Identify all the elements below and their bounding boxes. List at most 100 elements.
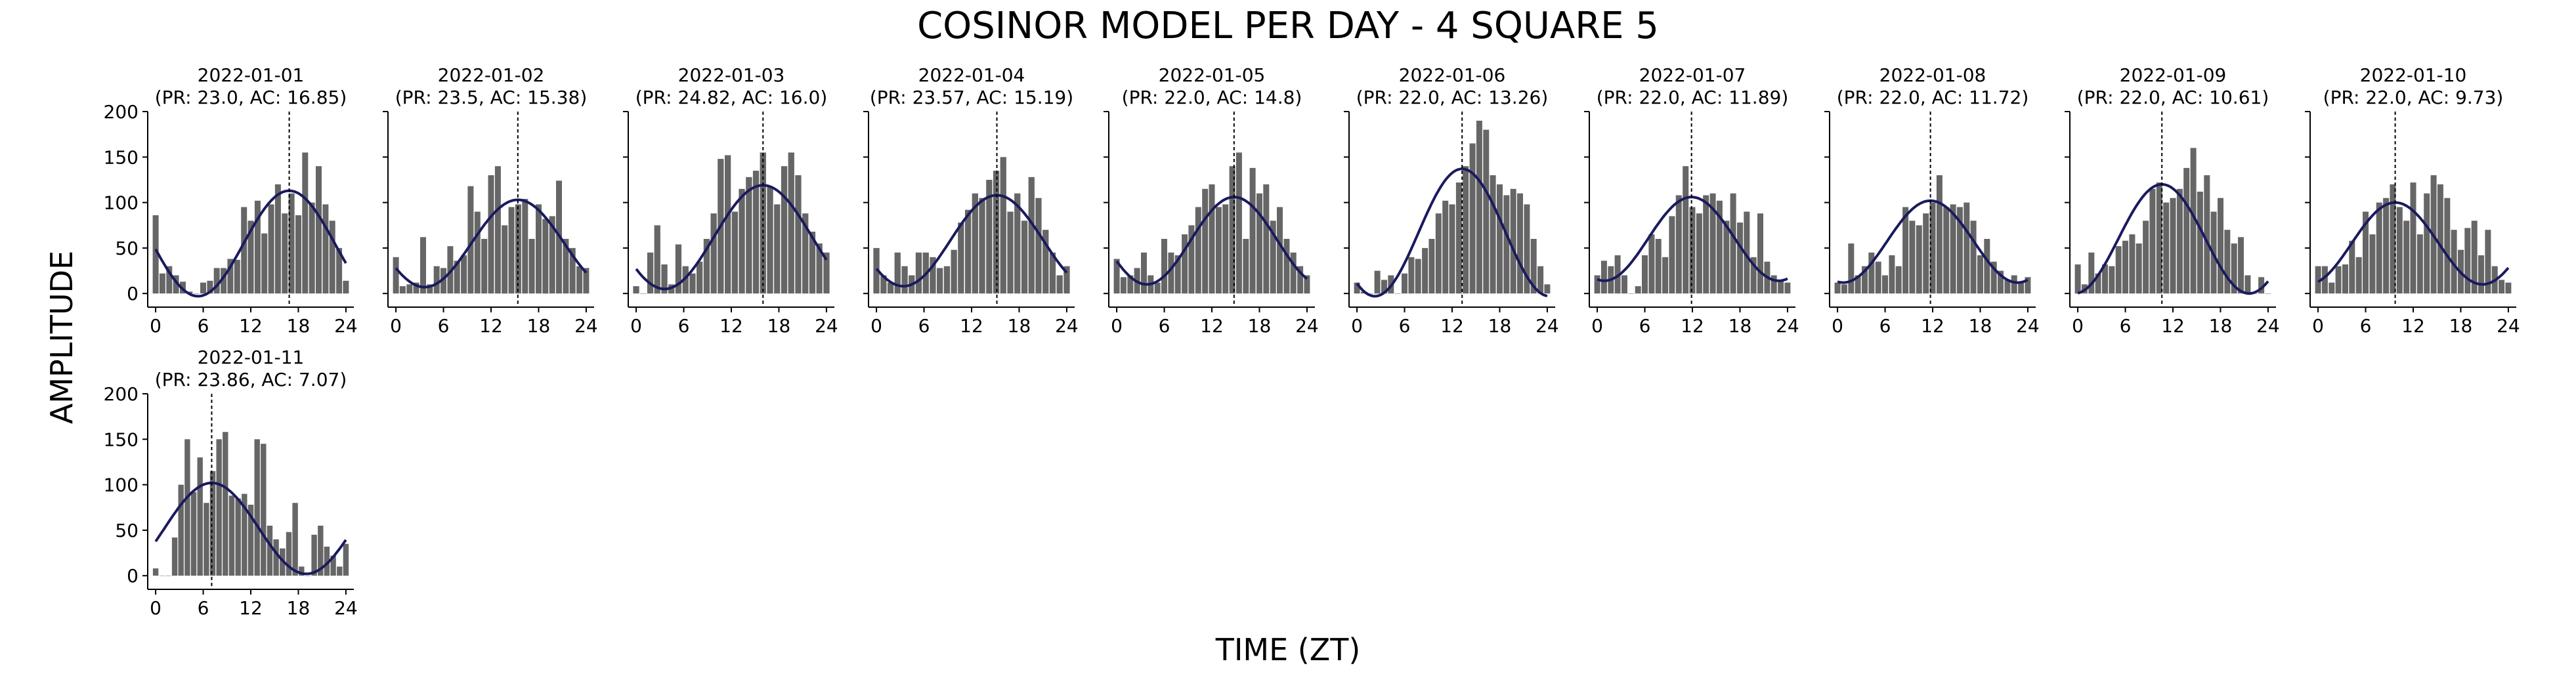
bar (1642, 255, 1648, 294)
bar (569, 247, 576, 294)
bar (1063, 266, 1070, 294)
x-tick-label: 6 (1879, 315, 1891, 337)
bar (2190, 148, 2197, 294)
x-tick-label: 6 (198, 315, 209, 337)
y-tick-label: 100 (104, 192, 139, 214)
bar (508, 207, 515, 294)
bar (1256, 193, 1262, 294)
x-tick-label: 6 (678, 315, 690, 337)
bar (1243, 239, 1249, 294)
bar (1696, 213, 1702, 294)
y-tick-label: 100 (104, 474, 139, 496)
bar (1014, 193, 1021, 294)
bar (447, 246, 454, 294)
x-tick-label: 6 (1399, 315, 1411, 337)
bar (1600, 261, 1607, 294)
x-tick-label: 24 (334, 597, 358, 619)
bar (1862, 266, 1868, 294)
bar (1283, 239, 1290, 294)
bar (1263, 184, 1270, 294)
cosinor-curve (1115, 196, 1308, 286)
x-tick-label: 24 (2016, 315, 2040, 337)
bar (1497, 184, 1503, 294)
bar (633, 286, 639, 294)
bar (1977, 255, 1983, 294)
x-tick-label: 0 (1832, 315, 1843, 337)
bar (1408, 257, 1415, 294)
cosinor-curve (154, 481, 347, 576)
x-tick-label: 12 (1681, 315, 1704, 337)
x-tick-label: 18 (1969, 315, 1992, 337)
bar (322, 204, 329, 294)
bar (393, 257, 399, 294)
bar (1435, 213, 1442, 294)
x-tick-label: 18 (287, 597, 311, 619)
bar (1895, 266, 1902, 294)
x-tick-label: 12 (239, 597, 263, 619)
subplot-params-subtitle: (PR: 23.5, AC: 15.38) (395, 87, 588, 108)
bar (1716, 200, 1723, 294)
bar (2025, 277, 2031, 294)
bar (474, 211, 481, 294)
x-tick-label: 0 (870, 315, 882, 337)
bar (241, 207, 247, 294)
bar (1689, 207, 1696, 294)
bar (1007, 211, 1014, 294)
bar (1875, 261, 1881, 294)
x-tick-label: 6 (1639, 315, 1651, 337)
bar (1929, 202, 1936, 294)
bar (1455, 182, 1462, 294)
bar (1374, 270, 1381, 294)
subplot-params-subtitle: (PR: 22.0, AC: 14.8) (1122, 87, 1302, 108)
x-tick-label: 18 (2449, 315, 2473, 337)
bar (1483, 129, 1490, 294)
subplot-3: 2022-01-03(PR: 24.82, AC: 16.0) 0 6 12 18 24 (623, 64, 838, 337)
bar (234, 259, 240, 294)
bar (1490, 175, 1496, 294)
bar (2102, 264, 2108, 294)
subplot-1: 2022-01-01(PR: 23.0, AC: 16.85) 0 6 12 18 24 0… (104, 64, 358, 337)
bar (2485, 230, 2491, 294)
x-tick-label: 18 (767, 315, 791, 337)
subplot-date-title: 2022-01-05 (1159, 64, 1266, 86)
bar (309, 202, 315, 294)
bar (330, 555, 336, 576)
bar (2471, 221, 2478, 294)
x-tick-label: 6 (2120, 315, 2132, 337)
bar (986, 180, 993, 294)
x-tick-label: 18 (2209, 315, 2233, 337)
bar (223, 432, 228, 576)
bar (2451, 230, 2457, 294)
bar (316, 166, 322, 294)
bar (318, 526, 324, 576)
figure-xlabel: TIME (ZT) (1215, 632, 1361, 667)
subplot-11: 2022-01-11(PR: 23.86, AC: 7.07) 0 6 12 18 24 0… (104, 347, 358, 619)
subplot-8: 2022-01-08(PR: 22.0, AC: 11.72) 0 6 12 18 24 (1824, 64, 2040, 337)
bar (302, 152, 309, 294)
subplot-params-subtitle: (PR: 23.57, AC: 15.19) (870, 87, 1073, 108)
bar (213, 268, 220, 294)
bar (467, 186, 474, 294)
bar (2335, 266, 2342, 294)
bar (1120, 277, 1127, 294)
bar (502, 225, 508, 294)
bar (1923, 213, 1929, 294)
bar (273, 539, 279, 576)
bar (152, 215, 159, 294)
bar (166, 266, 173, 294)
bar (2464, 228, 2471, 294)
x-tick-label: 6 (1159, 315, 1170, 337)
x-tick-label: 12 (719, 315, 743, 337)
x-tick-label: 24 (2256, 315, 2280, 337)
subplot-date-title: 2022-01-03 (678, 64, 785, 86)
bar (337, 566, 343, 576)
bar (930, 257, 936, 294)
bar (1195, 207, 1201, 294)
bar (1277, 207, 1283, 294)
bar (343, 543, 349, 576)
bar (193, 293, 200, 294)
bar (583, 268, 590, 294)
bar (1188, 225, 1195, 294)
subplot-7: 2022-01-07(PR: 22.0, AC: 11.89) 0 6 12 18 24 (1584, 64, 1799, 337)
